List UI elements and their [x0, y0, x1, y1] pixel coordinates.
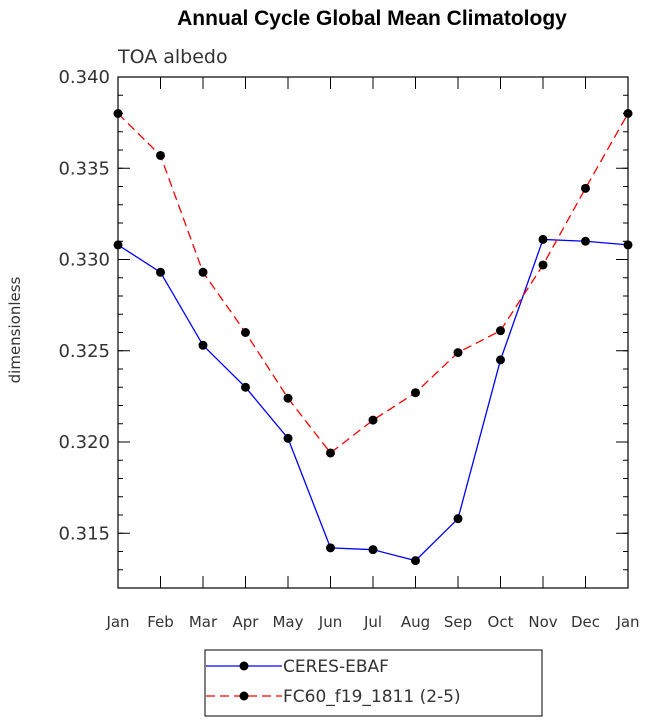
- series-line-2: [117, 113, 629, 454]
- series-2-point: [198, 267, 208, 277]
- series-1-point: [241, 382, 250, 392]
- series-1-point: [283, 433, 293, 443]
- x-tick-label: Jan: [615, 613, 639, 631]
- series-line-1: [117, 238, 629, 562]
- series-2-point: [581, 183, 590, 193]
- x-tick-label: Mar: [189, 613, 218, 631]
- x-tick-label: Jan: [105, 613, 129, 631]
- series-2-point: [538, 260, 548, 270]
- series-2-point: [453, 348, 463, 358]
- series-1-point: [368, 545, 378, 555]
- series-1-point: [581, 236, 590, 246]
- series-2-point: [326, 448, 335, 458]
- series-2-point: [283, 393, 293, 403]
- x-tick-label: Dec: [571, 613, 600, 631]
- legend-marker-1: [239, 661, 249, 671]
- legend: CERES-EBAF FC60_f19_1811 (2-5): [204, 649, 543, 717]
- series-1-point: [326, 543, 335, 553]
- x-tick-label: Oct: [488, 613, 514, 631]
- y-tick-label: 0.330: [58, 250, 110, 271]
- x-tick-label: Sep: [444, 613, 472, 631]
- y-tick-label: 0.340: [58, 67, 110, 88]
- series-layer: [113, 109, 633, 566]
- legend-marker-2: [239, 691, 249, 701]
- series-1-point: [496, 355, 505, 365]
- x-tick-label: Aug: [401, 613, 430, 631]
- x-tick-labels: Jan Feb Mar Apr May Jun Jul Aug Sep Oct Nov Dec Jan: [105, 613, 639, 631]
- legend-box: [204, 649, 543, 717]
- y-tick-label: 0.325: [58, 341, 110, 362]
- chart-subtitle: TOA albedo: [117, 46, 228, 68]
- series-2-point: [368, 415, 378, 425]
- series-2-point: [411, 388, 420, 398]
- legend-label-2: FC60_f19_1811 (2-5): [283, 687, 461, 707]
- plot-frame: [117, 76, 629, 589]
- y-tick-label: 0.315: [58, 523, 110, 544]
- y-tick-labels: 0.315 0.320 0.325 0.330 0.335 0.340: [58, 67, 110, 544]
- series-1-point: [453, 514, 463, 524]
- series-1-point: [156, 267, 165, 277]
- x-tick-label: Feb: [147, 613, 174, 631]
- series-2-point: [156, 150, 165, 160]
- y-tick-label: 0.335: [58, 158, 110, 179]
- series-1-point: [198, 340, 208, 350]
- legend-label-1: CERES-EBAF: [283, 657, 389, 677]
- chart-title: Annual Cycle Global Mean Climatology: [177, 7, 567, 30]
- y-axis-label: dimensionless: [6, 276, 24, 383]
- y-tick-label: 0.320: [58, 432, 110, 453]
- series-2-point: [496, 326, 505, 336]
- minor-ticks: [118, 76, 628, 589]
- series-2-point: [241, 328, 250, 337]
- major-ticks: [117, 76, 629, 588]
- x-tick-label: Nov: [528, 613, 557, 631]
- x-tick-label: Jul: [363, 613, 382, 631]
- x-tick-label: Apr: [233, 613, 260, 631]
- series-1-point: [411, 556, 420, 566]
- series-1-point: [538, 234, 548, 244]
- x-tick-label: Jun: [318, 613, 342, 631]
- x-tick-label: May: [272, 613, 303, 631]
